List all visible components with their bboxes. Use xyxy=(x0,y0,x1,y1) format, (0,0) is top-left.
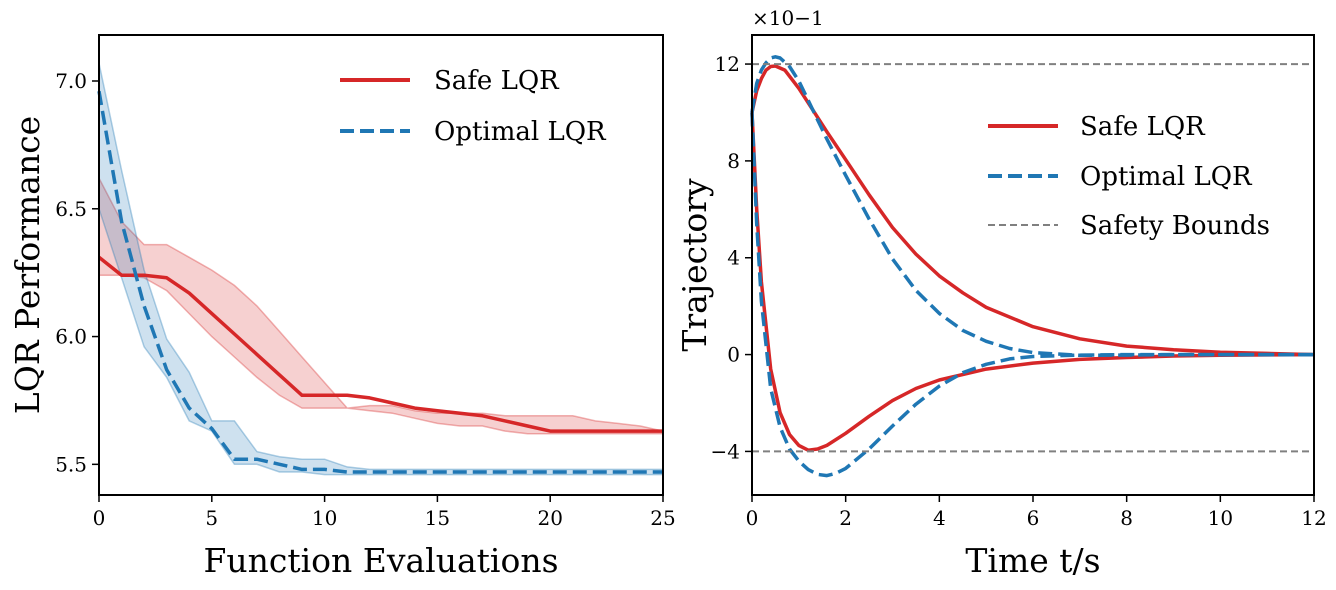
trajectory-plot-area xyxy=(750,55,1315,478)
trajectory-legend: Safe LQR Optimal LQR Safety Bounds xyxy=(988,112,1270,241)
legend-label-safety-bounds: Safety Bounds xyxy=(1080,211,1270,241)
trajectory-x-axis-label: Time t/s xyxy=(965,541,1100,580)
trajectory-x-tick-label: 8 xyxy=(1120,506,1133,530)
trajectory-series-line-optimal-lqr xyxy=(750,55,1314,358)
performance-y-axis-label: LQR Performance xyxy=(8,116,47,414)
trajectory-chart: 0 2 4 6 8 10 12 −4 0 4 8 12 ×10−1 Time t/s Trajecto… xyxy=(675,6,1327,580)
trajectory-series-line-safe-lqr xyxy=(750,112,1315,452)
performance-x-tick-label: 25 xyxy=(650,506,675,530)
performance-ticks: 0 5 10 15 20 25 5.5 6.0 6.5 7.0 xyxy=(55,69,676,530)
legend-label-optimal-lqr: Optimal LQR xyxy=(1080,162,1253,192)
trajectory-axis-multiplier: ×10−1 xyxy=(752,6,824,30)
trajectory-axes-frame xyxy=(751,34,1315,496)
trajectory-y-tick-label: 12 xyxy=(715,52,740,76)
trajectory-x-tick-label: 4 xyxy=(933,506,946,530)
performance-x-tick-label: 10 xyxy=(312,506,337,530)
trajectory-x-tick-label: 10 xyxy=(1208,506,1233,530)
trajectory-x-tick-label: 0 xyxy=(746,506,759,530)
performance-x-tick-label: 20 xyxy=(537,506,562,530)
trajectory-x-tick-label: 2 xyxy=(839,506,852,530)
legend-label-safe-lqr: Safe LQR xyxy=(1080,112,1206,142)
trajectory-y-tick-label: 8 xyxy=(727,149,740,173)
performance-legend: Safe LQR Optimal LQR xyxy=(340,66,607,147)
trajectory-y-tick-label: 4 xyxy=(727,246,740,270)
performance-x-tick-label: 5 xyxy=(205,506,218,530)
trajectory-x-tick-label: 12 xyxy=(1301,506,1326,530)
performance-y-tick-label: 5.5 xyxy=(55,452,87,476)
trajectory-ticks: 0 2 4 6 8 10 12 −4 0 4 8 12 xyxy=(711,52,1327,530)
trajectory-x-tick-label: 6 xyxy=(1027,506,1040,530)
performance-chart: 0 5 10 15 20 25 5.5 6.0 6.5 7.0 Function Evaluati… xyxy=(8,34,676,580)
trajectory-series-line-optimal-lqr xyxy=(750,112,1314,478)
performance-y-tick-label: 6.5 xyxy=(55,197,87,221)
performance-series-line-optimal-lqr xyxy=(97,90,663,474)
legend-label-optimal-lqr: Optimal LQR xyxy=(434,117,607,147)
legend-label-safe-lqr: Safe LQR xyxy=(434,66,560,96)
performance-y-tick-label: 7.0 xyxy=(55,69,87,93)
performance-y-tick-label: 6.0 xyxy=(55,325,87,349)
performance-x-tick-label: 0 xyxy=(93,506,106,530)
trajectory-series-line-safe-lqr xyxy=(750,64,1315,357)
trajectory-y-axis-label: Trajectory xyxy=(675,178,714,352)
performance-x-axis-label: Function Evaluations xyxy=(203,541,558,580)
trajectory-y-tick-label: −4 xyxy=(711,439,740,463)
performance-series-line-safe-lqr xyxy=(97,255,663,433)
performance-axes-frame xyxy=(98,34,664,496)
trajectory-y-tick-label: 0 xyxy=(727,343,740,367)
performance-x-tick-label: 15 xyxy=(425,506,450,530)
